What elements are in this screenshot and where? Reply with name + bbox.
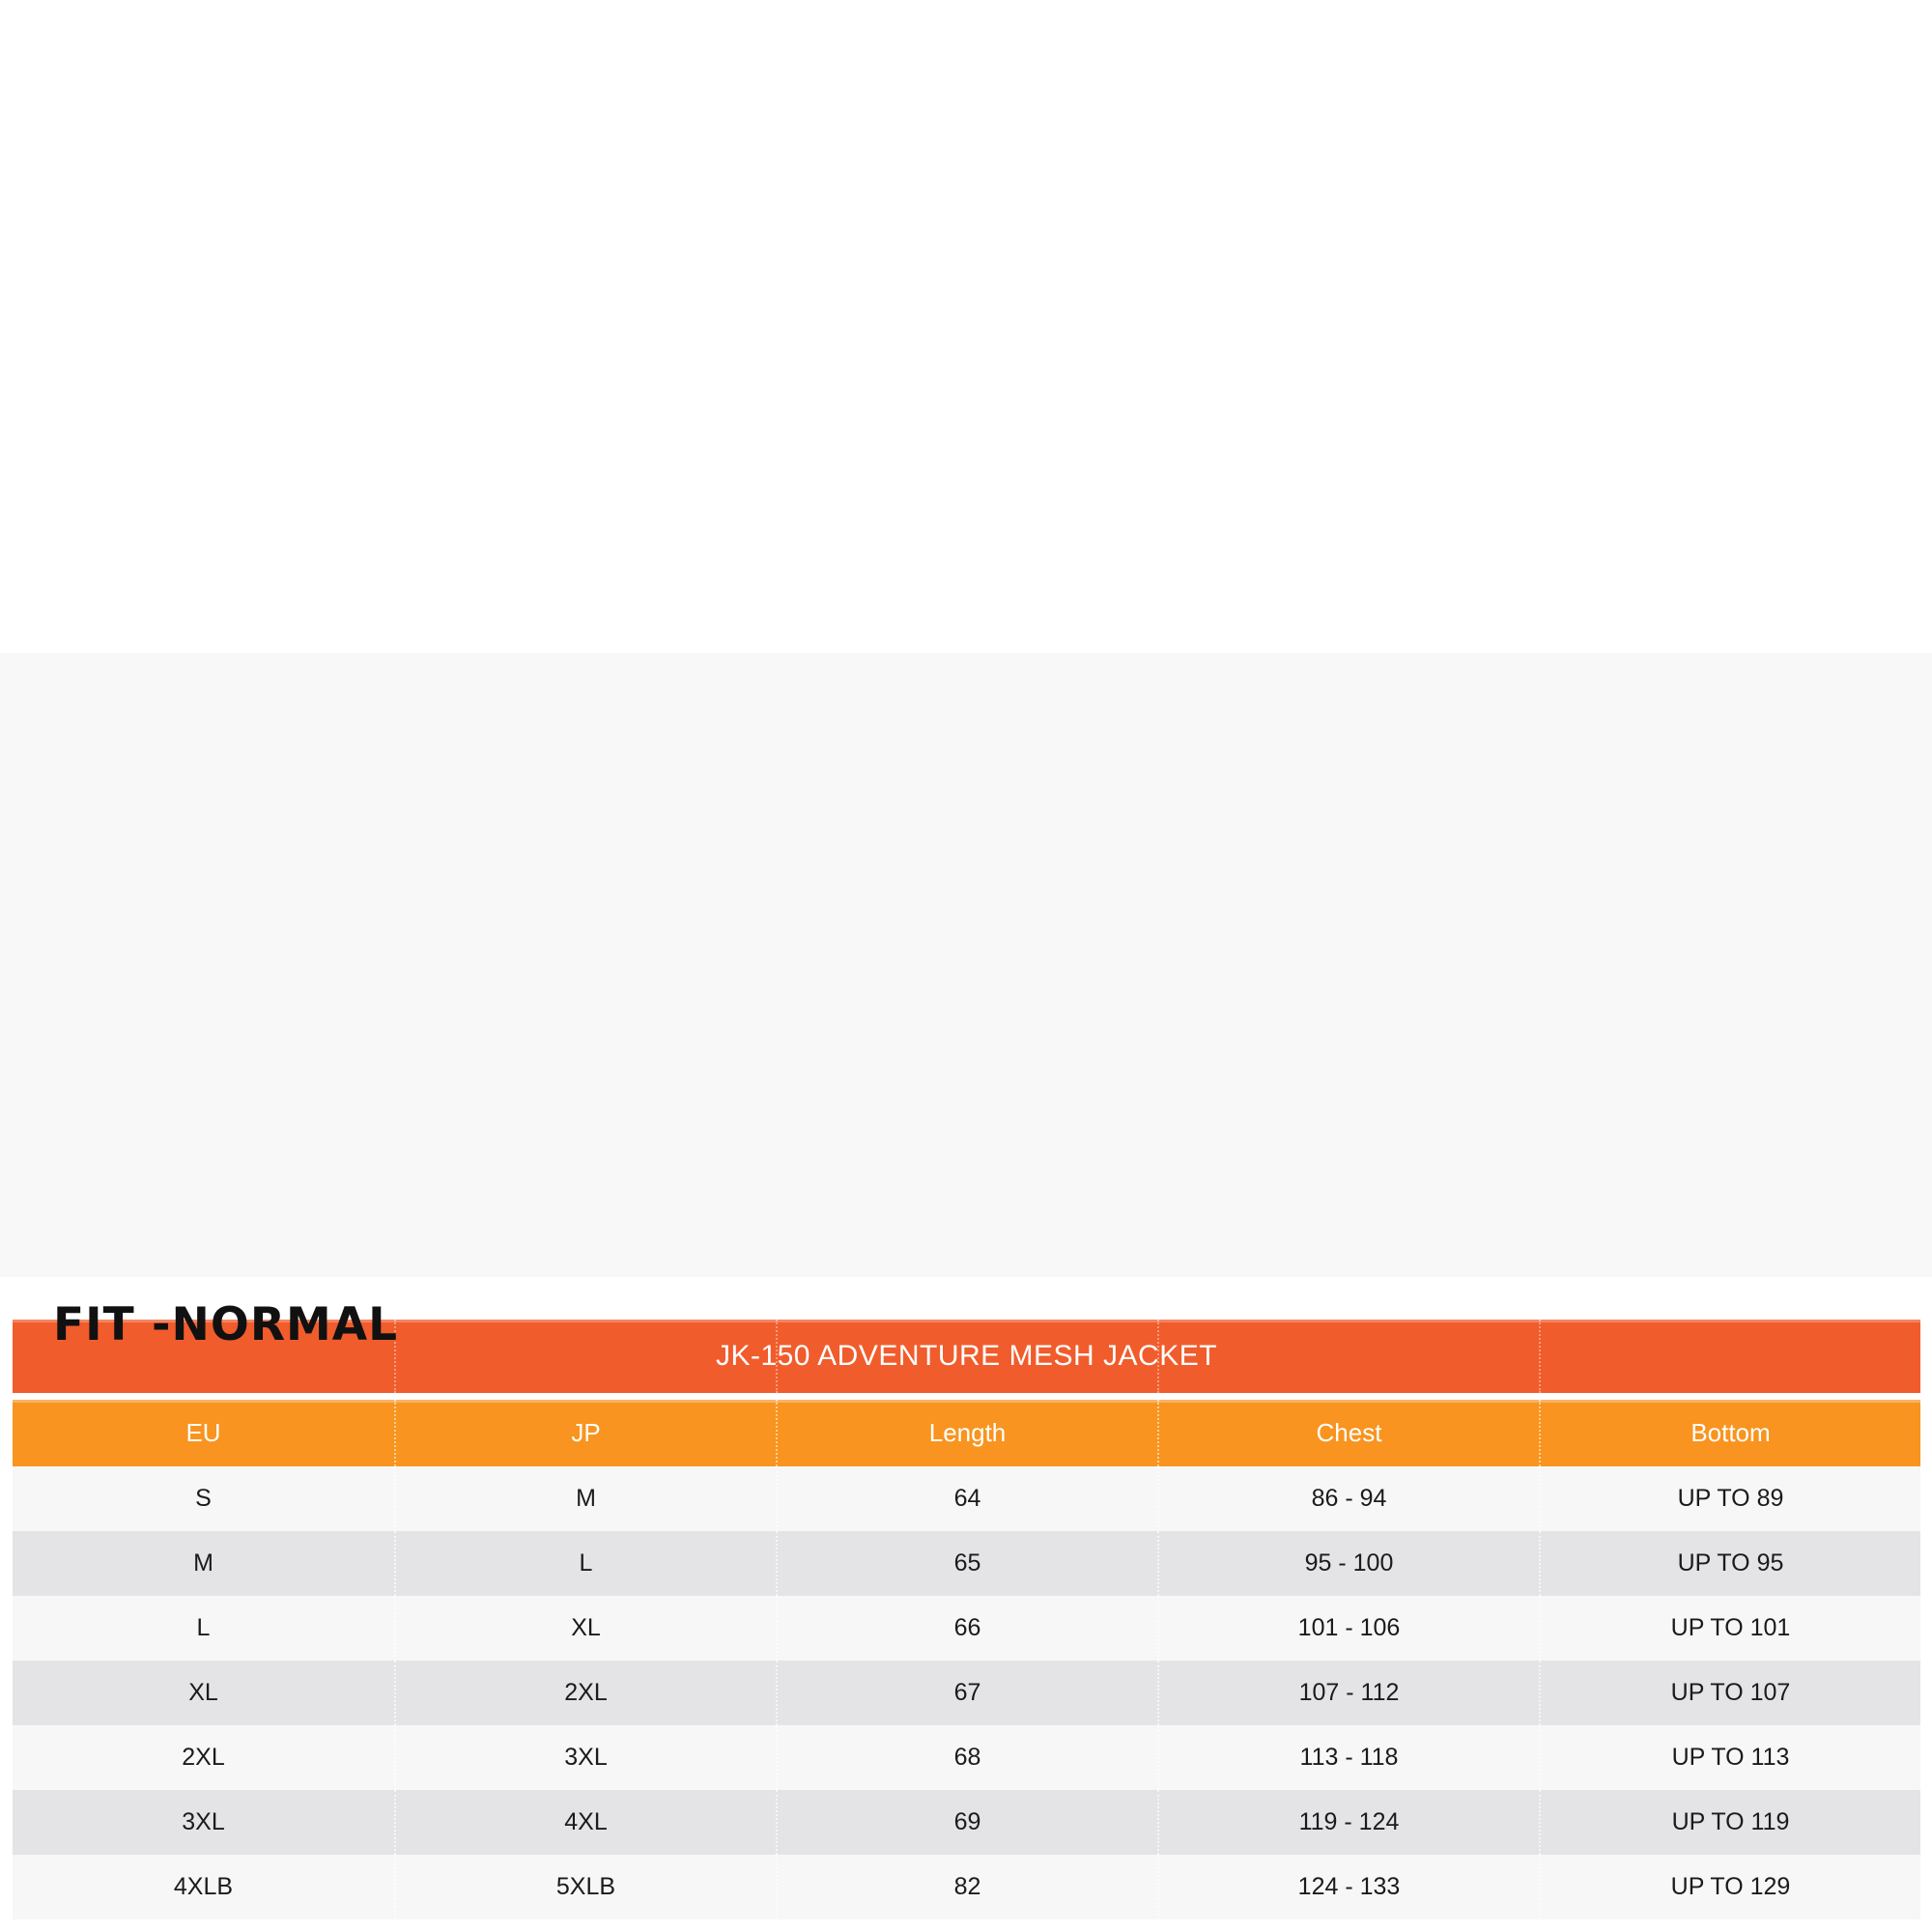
table-cell: L [394,1531,776,1596]
table-cell: UP TO 129 [1539,1855,1920,1919]
table-cell: 4XL [394,1790,776,1855]
table-cell: 65 [776,1531,1157,1596]
table-row: 3XL 4XL 69 119 - 124 UP TO 119 [13,1790,1920,1855]
table-cell: 119 - 124 [1157,1790,1539,1855]
table-cell: 4XLB [173,1873,234,1900]
table-row: 2XL 3XL 68 113 - 118 UP TO 113 [13,1725,1920,1790]
table-cell: 82 [776,1855,1157,1919]
column-divider [1539,1320,1920,1393]
size-chart-table: JK-150 ADVENTURE MESH JACKET EU JP Lengt… [13,1320,1920,1919]
table-row: 4XLB 5XLB 82 124 - 133 UP TO 129 [13,1855,1920,1919]
title-header-gap [13,1393,1920,1400]
table-cell: 95 - 100 [1157,1531,1539,1596]
table-cell: 69 [776,1790,1157,1855]
column-divider [776,1320,1157,1393]
table-cell: UP TO 95 [1539,1531,1920,1596]
size-chart-section: JK-150 ADVENTURE MESH JACKET EU JP Lengt… [0,653,1932,1919]
table-row: S M 64 86 - 94 UP TO 89 [13,1466,1920,1531]
table-cell: S [195,1485,212,1512]
column-divider [1157,1320,1539,1393]
table-cell: 86 - 94 [1157,1466,1539,1531]
table-row: XL 2XL 67 107 - 112 UP TO 107 [13,1661,1920,1725]
size-chart-title: JK-150 ADVENTURE MESH JACKET [715,1340,1218,1372]
table-cell: 2XL [182,1744,225,1771]
size-chart-header-row: EU JP Length Chest Bottom [13,1400,1920,1466]
table-cell: M [193,1549,213,1577]
size-chart-rows: S M 64 86 - 94 UP TO 89 M L 65 95 - 100 UP TO 95 L… [13,1466,1920,1919]
table-cell: 124 - 133 [1157,1855,1539,1919]
size-chart-title-bar: JK-150 ADVENTURE MESH JACKET [13,1320,1920,1393]
table-cell: UP TO 119 [1539,1790,1920,1855]
table-cell: L [196,1614,211,1641]
table-row: L XL 66 101 - 106 UP TO 101 [13,1596,1920,1661]
table-cell: UP TO 101 [1539,1596,1920,1661]
table-cell: XL [394,1596,776,1661]
table-cell: UP TO 113 [1539,1725,1920,1790]
column-divider [394,1320,776,1393]
table-cell: 5XLB [394,1855,776,1919]
fit-note: FIT -NORMAL [53,1298,399,1351]
column-header-eu: EU [185,1418,221,1447]
table-cell: 2XL [394,1661,776,1725]
table-cell: 101 - 106 [1157,1596,1539,1661]
column-header-chest: Chest [1157,1400,1539,1466]
table-cell: 3XL [394,1725,776,1790]
table-cell: UP TO 89 [1539,1466,1920,1531]
column-header-bottom: Bottom [1539,1400,1920,1466]
table-cell: 107 - 112 [1157,1661,1539,1725]
column-header-length: Length [776,1400,1157,1466]
table-cell: XL [188,1679,218,1706]
table-cell: M [394,1466,776,1531]
table-cell: 3XL [182,1808,225,1835]
column-header-jp: JP [394,1400,776,1466]
table-cell: 67 [776,1661,1157,1725]
table-cell: 113 - 118 [1157,1725,1539,1790]
table-cell: 66 [776,1596,1157,1661]
table-cell: 68 [776,1725,1157,1790]
table-cell: 64 [776,1466,1157,1531]
table-cell: UP TO 107 [1539,1661,1920,1725]
table-row: M L 65 95 - 100 UP TO 95 [13,1531,1920,1596]
